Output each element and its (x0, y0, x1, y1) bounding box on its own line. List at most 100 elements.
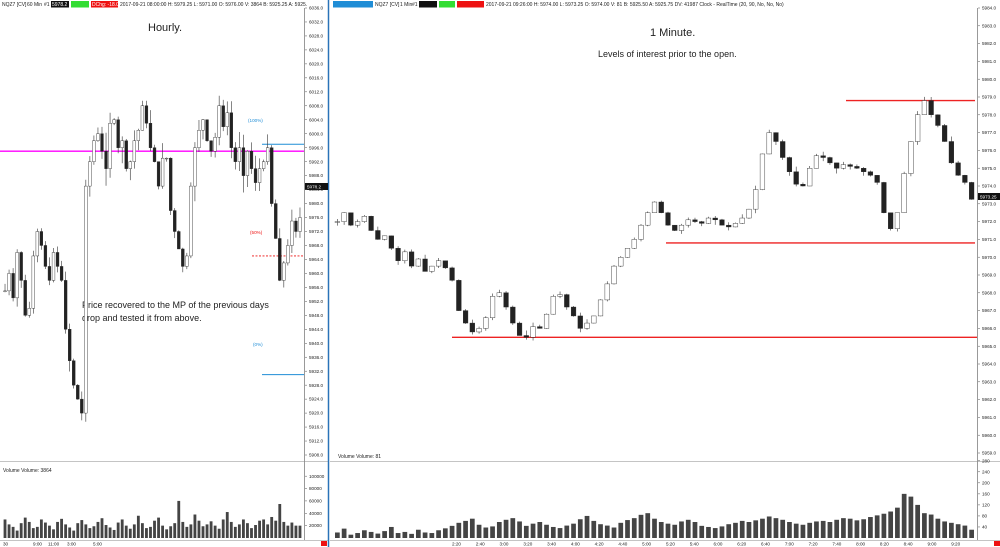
candle-body (888, 212, 894, 229)
hourly-scroll-marker[interactable] (321, 541, 327, 546)
volume-bar (217, 528, 221, 538)
candle-body (550, 296, 556, 315)
minute-interval[interactable]: 1 Min (400, 2, 412, 8)
hourly-symbol[interactable]: NQZ7 [CV] (2, 2, 27, 8)
minute-time-tick: 6:20 (737, 542, 746, 547)
minute-symbol[interactable]: NQZ7 [CV] (375, 2, 400, 8)
volume-bar (706, 526, 711, 538)
volume-bar (915, 504, 921, 538)
hourly-green-box (71, 1, 89, 8)
volume-bar (888, 511, 894, 538)
volume-bar (84, 524, 88, 538)
hourly-interval[interactable]: 60 Min (27, 2, 42, 8)
price-tick-label: 5948.0 (309, 313, 323, 318)
volume-bar (136, 515, 140, 538)
candle-body (72, 360, 76, 386)
price-tick-label: 6012.0 (309, 89, 323, 94)
minute-last-price-text: 5973.25 (980, 195, 997, 200)
volume-bar (550, 526, 556, 538)
volume-bar (517, 521, 522, 538)
candle-body (955, 162, 961, 176)
volume-bar (591, 520, 597, 538)
minute-symbol-box[interactable] (333, 1, 373, 8)
volume-bar (901, 493, 907, 538)
volume-bar (76, 523, 80, 538)
candle-body (436, 260, 442, 267)
volume-bar (52, 529, 55, 538)
candle-body (908, 141, 914, 174)
volume-bar (402, 531, 408, 538)
volume-bar (197, 520, 201, 538)
minute-time-tick: 7:20 (809, 542, 818, 547)
price-tick-label: 5940.0 (309, 341, 323, 346)
candle-body (213, 137, 217, 152)
volume-tick-label: 80 (982, 514, 988, 519)
volume-tick-label: 60000 (309, 499, 322, 504)
volume-bar (250, 528, 253, 538)
volume-bar (100, 518, 104, 538)
candle-body (591, 315, 597, 324)
candle-body (64, 280, 68, 330)
candle-body (516, 322, 523, 336)
candle-body (901, 173, 907, 213)
candle-body (388, 235, 394, 249)
volume-bar (388, 526, 394, 538)
candle-body (618, 257, 624, 267)
candle-body (969, 182, 975, 200)
volume-bar (229, 521, 233, 538)
minute-time-tick: 2:20 (452, 542, 461, 547)
fib-label-100: (100%) (248, 118, 263, 123)
price-tick-label: 5978.0 (982, 112, 996, 117)
minute-time-tick: 7:00 (785, 542, 794, 547)
candle-body (449, 267, 455, 281)
candle-body (840, 164, 846, 169)
minute-scroll-marker[interactable] (994, 541, 1000, 546)
volume-bar (807, 522, 813, 538)
candle-body (100, 133, 104, 152)
candle-body (355, 221, 361, 226)
volume-bar (942, 521, 947, 538)
minute-time-tick: 4:00 (571, 542, 580, 547)
candle-body (395, 248, 401, 261)
volume-bar (577, 519, 583, 538)
price-tick-label: 6020.0 (309, 61, 323, 66)
volume-bar (611, 527, 617, 538)
volume-bar (841, 518, 846, 538)
volume-bar (584, 515, 590, 538)
price-tick-label: 6032.0 (309, 20, 323, 25)
price-tick-label: 5980.0 (982, 77, 996, 82)
candle-body (96, 133, 100, 141)
volume-bar (258, 520, 261, 538)
volume-bar (604, 525, 610, 538)
volume-bar (969, 529, 974, 538)
volume-bar (274, 520, 278, 538)
candle-body (604, 283, 610, 301)
candle-body (27, 308, 31, 316)
candle-body (503, 292, 509, 308)
candle-body (854, 166, 860, 169)
volume-bar (15, 530, 19, 538)
volume-bar (719, 526, 725, 538)
candle-body (409, 251, 415, 267)
candle-body (112, 119, 116, 124)
volume-bar (557, 528, 563, 538)
price-tick-label: 6024.0 (309, 48, 323, 53)
volume-bar (270, 516, 274, 538)
candle-body (189, 185, 193, 257)
volume-tick-label: 160 (982, 491, 990, 496)
volume-bar (530, 523, 536, 538)
minute-time-tick: 3:40 (547, 542, 556, 547)
volume-bar (225, 512, 229, 538)
minute-time-tick: 6:00 (714, 542, 723, 547)
volume-bar (237, 524, 241, 538)
volume-bar (64, 524, 68, 538)
candle-body (651, 201, 658, 213)
volume-bar (140, 523, 144, 538)
candle-body (55, 252, 60, 267)
candle-body (382, 235, 388, 240)
volume-bar (294, 525, 298, 538)
candle-body (766, 132, 772, 155)
volume-bar (181, 521, 185, 538)
volume-bar (503, 519, 509, 538)
price-tick-label: 5975.0 (982, 166, 996, 171)
